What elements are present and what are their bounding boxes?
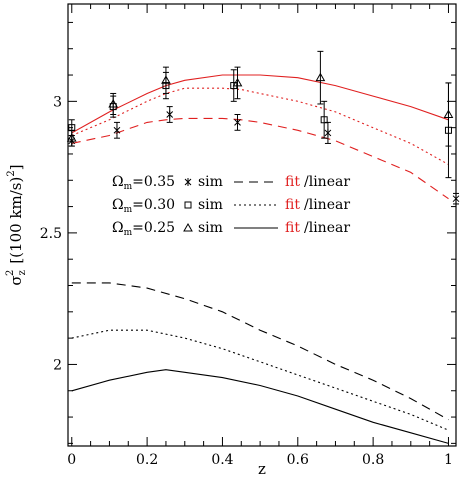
fit-line-omega-0.25 bbox=[71, 74, 449, 134]
legend-label-omega-0.35: Ωm=0.35 bbox=[112, 174, 175, 192]
legend-marker-square bbox=[184, 201, 192, 209]
sim-point-triangle bbox=[232, 77, 243, 87]
y-axis-label-sup: 2 bbox=[5, 270, 16, 276]
series-lines bbox=[71, 74, 449, 444]
legend-marker-triangle bbox=[183, 222, 193, 232]
sim-point-star bbox=[234, 118, 241, 127]
sim-point-triangle bbox=[66, 133, 77, 142]
sim-points bbox=[66, 50, 460, 205]
legend-fit-label: fit bbox=[285, 174, 300, 190]
legend-linear-label: /linear bbox=[304, 174, 350, 190]
legend-label-omega-0.30: Ωm=0.30 bbox=[112, 197, 175, 215]
linear-line-omega-0.25 bbox=[71, 369, 449, 444]
y-axis-label: σz2[(100 km/s)2] bbox=[5, 164, 28, 285]
y-tick-label: 2 bbox=[53, 357, 62, 373]
y-tick-label: 2.5 bbox=[40, 226, 62, 242]
svg-text:σz2[(100 km/s)2]: σz2[(100 km/s)2] bbox=[5, 164, 28, 285]
legend-label-omega-0.25: Ωm=0.25 bbox=[112, 220, 175, 238]
x-axis-label: z bbox=[258, 460, 266, 478]
x-tick-labels: 0 0.2 0.4 0.6 0.8 1 bbox=[67, 452, 453, 468]
x-tick-label: 1 bbox=[444, 452, 453, 468]
sim-point-triangle bbox=[161, 75, 171, 84]
linear-line-omega-0.35 bbox=[71, 282, 449, 421]
sim-point-square bbox=[320, 116, 328, 124]
y-tick-labels: 22.53 bbox=[40, 94, 62, 373]
x-tick-label: 0.6 bbox=[287, 452, 309, 468]
x-tick-label: 0.2 bbox=[136, 452, 158, 468]
legend-fit-label: fit bbox=[285, 197, 300, 213]
legend-sim-label: sim bbox=[198, 197, 223, 213]
x-tick-label: 0.8 bbox=[362, 452, 384, 468]
x-tick-label: 0 bbox=[67, 452, 76, 468]
legend-sim-label: sim bbox=[198, 174, 223, 190]
fit-line-omega-0.30 bbox=[71, 87, 449, 165]
axis-ticks bbox=[68, 4, 456, 446]
linear-line-omega-0.30 bbox=[71, 329, 449, 431]
legend-linear-label: /linear bbox=[304, 220, 350, 236]
legend-sim-label: sim bbox=[198, 220, 223, 236]
fit-line-omega-0.35 bbox=[71, 117, 449, 200]
x-tick-label: 0.4 bbox=[211, 452, 233, 468]
legend-fit-label: fit bbox=[285, 220, 300, 236]
legend-marker-star bbox=[184, 178, 192, 186]
plot-frame bbox=[67, 3, 457, 447]
legend-linear-label: /linear bbox=[304, 197, 350, 213]
y-axis-label-units: [(100 km/s) bbox=[7, 177, 25, 264]
legend: Ωm=0.35 sim fit/linear Ωm=0.30 sim fit/linear… bbox=[112, 174, 350, 238]
sim-point-triangle bbox=[315, 72, 326, 82]
sim-point-star bbox=[113, 126, 121, 135]
sim-point-triangle bbox=[108, 98, 119, 108]
y-tick-label: 3 bbox=[53, 94, 62, 110]
y-axis-label-units-sup: 2 bbox=[6, 170, 17, 176]
sim-point-triangle bbox=[443, 109, 454, 118]
y-axis-label-close: ] bbox=[7, 164, 25, 170]
sim-point-star bbox=[324, 128, 332, 137]
sim-point-star bbox=[452, 194, 460, 203]
y-axis-label-symbol: σ bbox=[7, 275, 25, 285]
y-axis-label-sub: z bbox=[17, 270, 28, 275]
sim-point-star bbox=[166, 110, 174, 119]
